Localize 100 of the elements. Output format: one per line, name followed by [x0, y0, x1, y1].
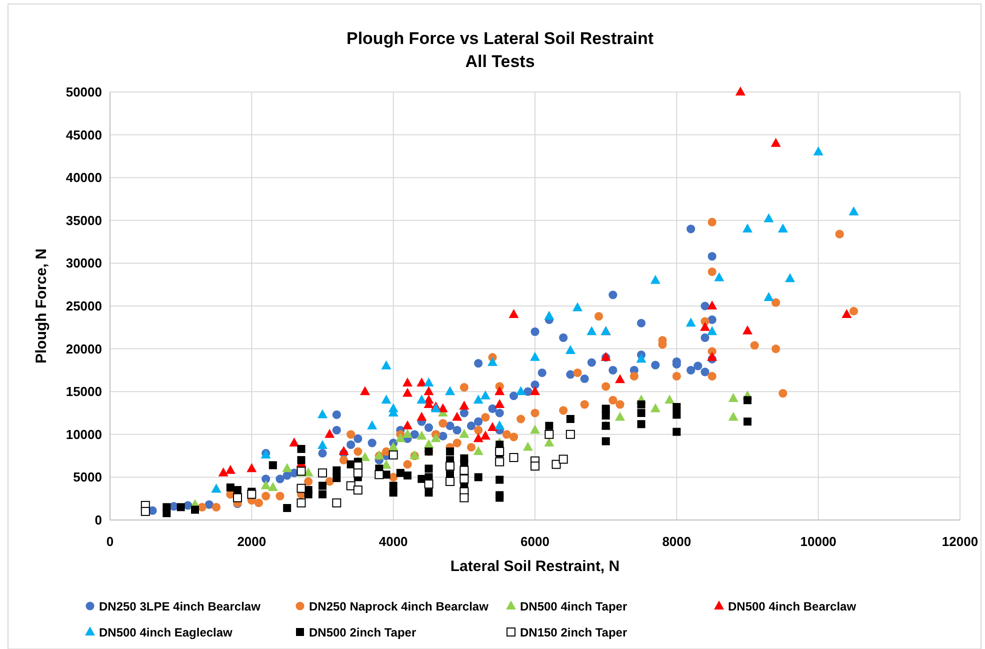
point [247, 490, 256, 499]
point [522, 442, 533, 451]
point [708, 267, 716, 276]
point [416, 378, 427, 387]
point [630, 372, 638, 380]
point [403, 460, 412, 469]
point [460, 383, 468, 392]
point [424, 378, 434, 387]
point [318, 409, 328, 418]
point [785, 273, 795, 282]
point [246, 463, 257, 472]
point [494, 386, 505, 396]
point [282, 463, 292, 472]
point [424, 488, 433, 497]
point [559, 406, 568, 415]
legend-label: DN500 4inch Taper [520, 600, 628, 614]
point [848, 206, 859, 216]
point [778, 223, 788, 232]
point [367, 420, 378, 430]
point [262, 492, 270, 500]
point [672, 403, 681, 412]
y-tick-label: 25000 [66, 298, 102, 314]
point [452, 412, 462, 421]
point [637, 400, 646, 408]
point [191, 506, 199, 514]
point [339, 456, 348, 464]
point [404, 471, 412, 480]
point [573, 368, 582, 378]
point [849, 306, 858, 316]
point [496, 491, 504, 500]
point [176, 503, 185, 512]
point [353, 486, 362, 495]
point [473, 394, 484, 404]
point [304, 477, 313, 486]
point [353, 468, 362, 478]
point [728, 392, 738, 402]
point [388, 450, 398, 460]
legend-label: DN500 4inch Bearclaw [728, 600, 857, 614]
point [402, 428, 412, 438]
point [225, 464, 236, 474]
x-tick-label: 12000 [942, 534, 978, 549]
point [530, 352, 540, 361]
point [516, 414, 526, 424]
point [260, 480, 271, 490]
x-tick-label: 8000 [662, 534, 692, 549]
point [650, 403, 660, 412]
y-tick-label: 30000 [66, 256, 102, 271]
point [268, 461, 277, 470]
point [402, 378, 412, 387]
point [474, 473, 482, 482]
point [473, 433, 484, 442]
point [430, 433, 441, 442]
point [686, 318, 696, 327]
point [707, 300, 718, 310]
point [842, 309, 852, 318]
point [778, 389, 788, 398]
point [494, 420, 505, 430]
point [296, 498, 306, 508]
point [332, 498, 342, 508]
point [566, 430, 575, 439]
point [445, 386, 455, 396]
point [354, 447, 362, 456]
point [700, 322, 710, 331]
point [488, 422, 498, 432]
point [396, 468, 404, 477]
point [728, 412, 738, 421]
point [360, 386, 370, 396]
point [608, 396, 618, 404]
point [530, 424, 540, 434]
legend-label: DN150 2inch Taper [520, 626, 628, 640]
point [318, 440, 328, 450]
point [495, 457, 504, 466]
legend-label: DN250 3LPE 4inch Bearclaw [99, 600, 262, 614]
point [303, 467, 314, 476]
point [388, 442, 398, 451]
x-tick-label: 2000 [237, 534, 266, 549]
point [233, 493, 242, 502]
y-tick-label: 50000 [66, 84, 102, 100]
point [530, 462, 540, 471]
point [509, 432, 518, 442]
point [452, 438, 462, 448]
point [508, 309, 519, 318]
point [544, 430, 554, 439]
point [580, 400, 589, 409]
point [488, 356, 498, 366]
point [602, 412, 610, 420]
point [602, 437, 610, 446]
x-tick-label: 0 [106, 534, 114, 549]
point [615, 374, 625, 384]
point [212, 502, 221, 512]
x-axis-title: Lateral Soil Restraint, N [450, 558, 620, 575]
point [707, 326, 718, 336]
point [332, 466, 341, 474]
point [162, 509, 171, 518]
point [502, 430, 511, 439]
point [416, 412, 427, 421]
point [565, 345, 576, 354]
point [480, 390, 490, 400]
point [446, 448, 454, 456]
point [318, 482, 326, 490]
